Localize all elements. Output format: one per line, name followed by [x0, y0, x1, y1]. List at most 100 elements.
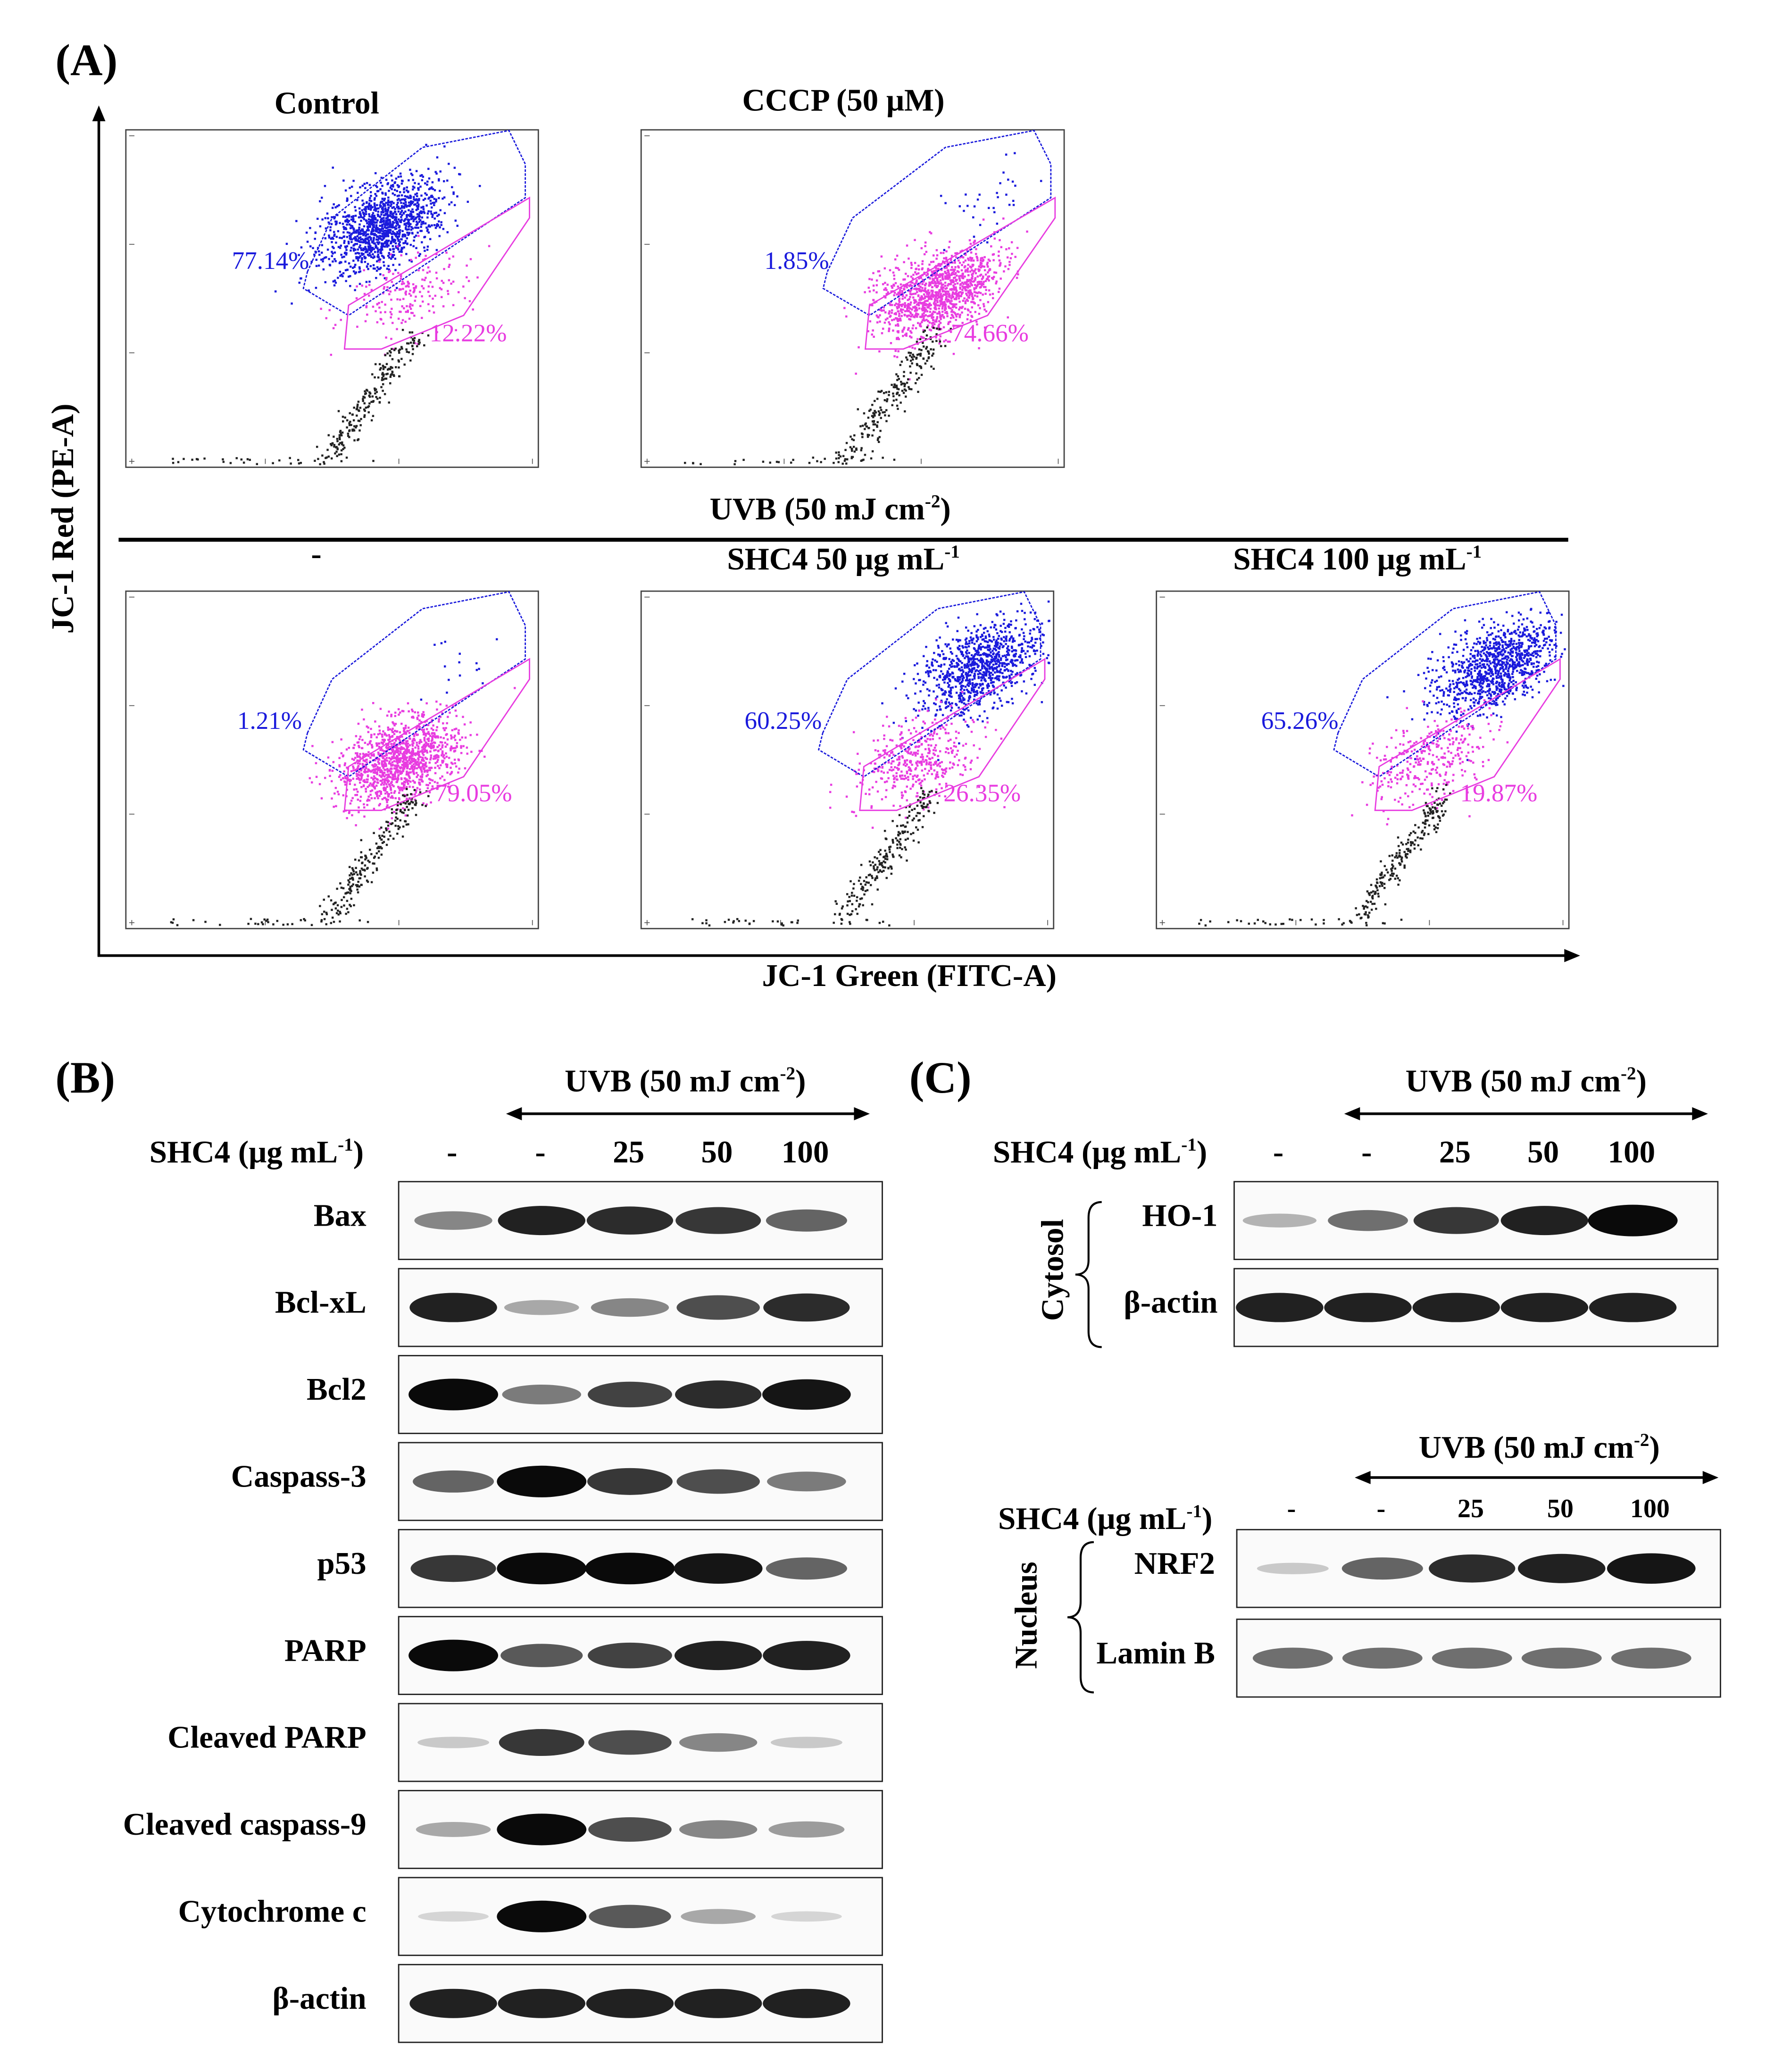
- blot-band: [1242, 1213, 1317, 1228]
- flow-plot-4-canvas: [1159, 591, 1566, 927]
- dose-label: 100: [1608, 1136, 1656, 1170]
- blot-band: [1432, 1647, 1512, 1669]
- flow-plot-shc4-50: [640, 590, 1055, 929]
- blot-band: [504, 1300, 579, 1315]
- blot-label: p53: [317, 1547, 367, 1582]
- blot-band: [416, 1821, 491, 1837]
- plot-title-shc4-100: SHC4 100 μg mL-1: [1233, 543, 1482, 577]
- blot-band: [1429, 1554, 1516, 1583]
- dose-label: 25: [1458, 1495, 1484, 1524]
- blot-band: [497, 1465, 587, 1497]
- blot-label: Bcl2: [307, 1373, 367, 1408]
- flow-plot-0-canvas: [129, 130, 533, 466]
- blue-gate: [822, 130, 1052, 317]
- blot-strip: [1233, 1181, 1719, 1260]
- blot-band: [586, 1988, 674, 2018]
- pink-gate: [1374, 658, 1561, 811]
- plot1-pink-pct: 74.66%: [951, 320, 1029, 348]
- flow-plot-uvb: [125, 590, 539, 929]
- blot-band: [497, 1900, 587, 1932]
- blot-band: [1252, 1647, 1333, 1669]
- blot-band: [588, 1642, 672, 1669]
- panel-c-cytosol-shc4-label: SHC4 (μg mL-1): [992, 1136, 1208, 1170]
- pink-gate: [859, 658, 1046, 811]
- blue-gate: [817, 591, 1041, 778]
- plot2-blue-pct: 1.21%: [237, 708, 302, 735]
- blot-band: [585, 1553, 675, 1585]
- blot-band: [498, 1988, 586, 2018]
- events: [691, 600, 1050, 927]
- blot-band: [409, 1293, 497, 1322]
- dose-label: 50: [1527, 1136, 1559, 1170]
- blot-label: β-actin: [1124, 1286, 1218, 1321]
- pink-gate: [343, 196, 530, 350]
- blot-band: [418, 1911, 489, 1922]
- blot-band: [1341, 1557, 1423, 1580]
- blot-band: [1589, 1293, 1677, 1322]
- pink-gate: [864, 196, 1056, 350]
- blot-band: [763, 1293, 850, 1322]
- dose-label: -: [1376, 1495, 1386, 1524]
- dose-label: -: [1361, 1136, 1372, 1170]
- panel-b-uvb-arrow: [506, 1107, 870, 1120]
- panel-a-y-axis: [92, 105, 106, 956]
- panel-b-label: (B): [55, 1054, 115, 1103]
- panel-a-uvb-label: UVB (50 mJ cm-2): [709, 493, 951, 527]
- plot4-pink-pct: 19.87%: [1460, 780, 1538, 808]
- events: [170, 638, 516, 927]
- blot-band: [498, 1206, 586, 1236]
- blot-band: [1588, 1204, 1678, 1237]
- blot-band: [1518, 1554, 1606, 1583]
- dose-label: -: [535, 1136, 546, 1170]
- blot-label: Caspass-3: [231, 1460, 367, 1495]
- blot-band: [588, 1817, 672, 1842]
- blot-band: [408, 1379, 499, 1411]
- dose-label: 25: [613, 1136, 645, 1170]
- blot-band: [763, 1641, 850, 1671]
- plot-title-control: Control: [274, 87, 380, 122]
- blot-band: [767, 1471, 846, 1492]
- blot-label: Bcl-xL: [275, 1286, 367, 1321]
- plot4-blue-pct: 65.26%: [1261, 708, 1339, 735]
- blot-band: [588, 1730, 672, 1755]
- blot-strip: [398, 1181, 883, 1260]
- blot-band: [591, 1298, 669, 1317]
- dose-label: 100: [781, 1136, 829, 1170]
- blot-strip: [398, 1616, 883, 1695]
- blot-band: [587, 1468, 673, 1495]
- plot-title-cccp: CCCP (50 μM): [742, 84, 945, 119]
- panel-b-shc4-label: SHC4 (μg mL-1): [149, 1136, 364, 1170]
- pink-gate: [343, 658, 530, 811]
- blot-band: [1500, 1206, 1589, 1236]
- blot-band: [676, 1295, 760, 1320]
- panel-a-y-axis-label: JC-1 Red (PE-A): [47, 403, 81, 634]
- blot-band: [1257, 1562, 1329, 1574]
- plot-title-uvb-only: -: [311, 537, 322, 572]
- blot-strip: [1236, 1618, 1721, 1698]
- plot3-blue-pct: 60.25%: [744, 708, 822, 735]
- plot1-blue-pct: 1.85%: [764, 248, 829, 276]
- blot-band: [410, 1555, 496, 1582]
- dose-label: -: [447, 1136, 458, 1170]
- blot-label: HO-1: [1142, 1199, 1218, 1234]
- blot-strip: [1233, 1268, 1719, 1347]
- blot-band: [1412, 1293, 1500, 1322]
- dose-label: -: [1273, 1136, 1284, 1170]
- cytosol-group-label: Cytosol: [1036, 1219, 1071, 1321]
- blot-strip: [398, 1877, 883, 1956]
- panel-c-label: (C): [909, 1054, 972, 1103]
- blot-strip: [1236, 1529, 1721, 1608]
- blot-band: [500, 1644, 583, 1667]
- blot-band: [674, 1988, 762, 2018]
- blot-band: [679, 1733, 758, 1752]
- flow-plot-shc4-100: [1156, 590, 1570, 929]
- dose-label: 25: [1439, 1136, 1471, 1170]
- panel-c-cytosol-uvb-label: UVB (50 mJ cm-2): [1405, 1065, 1647, 1100]
- blot-band: [1342, 1647, 1423, 1669]
- panel-c-nucleus-shc4-label: SHC4 (μg mL-1): [998, 1503, 1213, 1537]
- blot-band: [497, 1813, 587, 1846]
- blot-band: [588, 1381, 672, 1408]
- blot-band: [675, 1380, 762, 1409]
- plot0-pink-pct: 12.22%: [429, 320, 507, 348]
